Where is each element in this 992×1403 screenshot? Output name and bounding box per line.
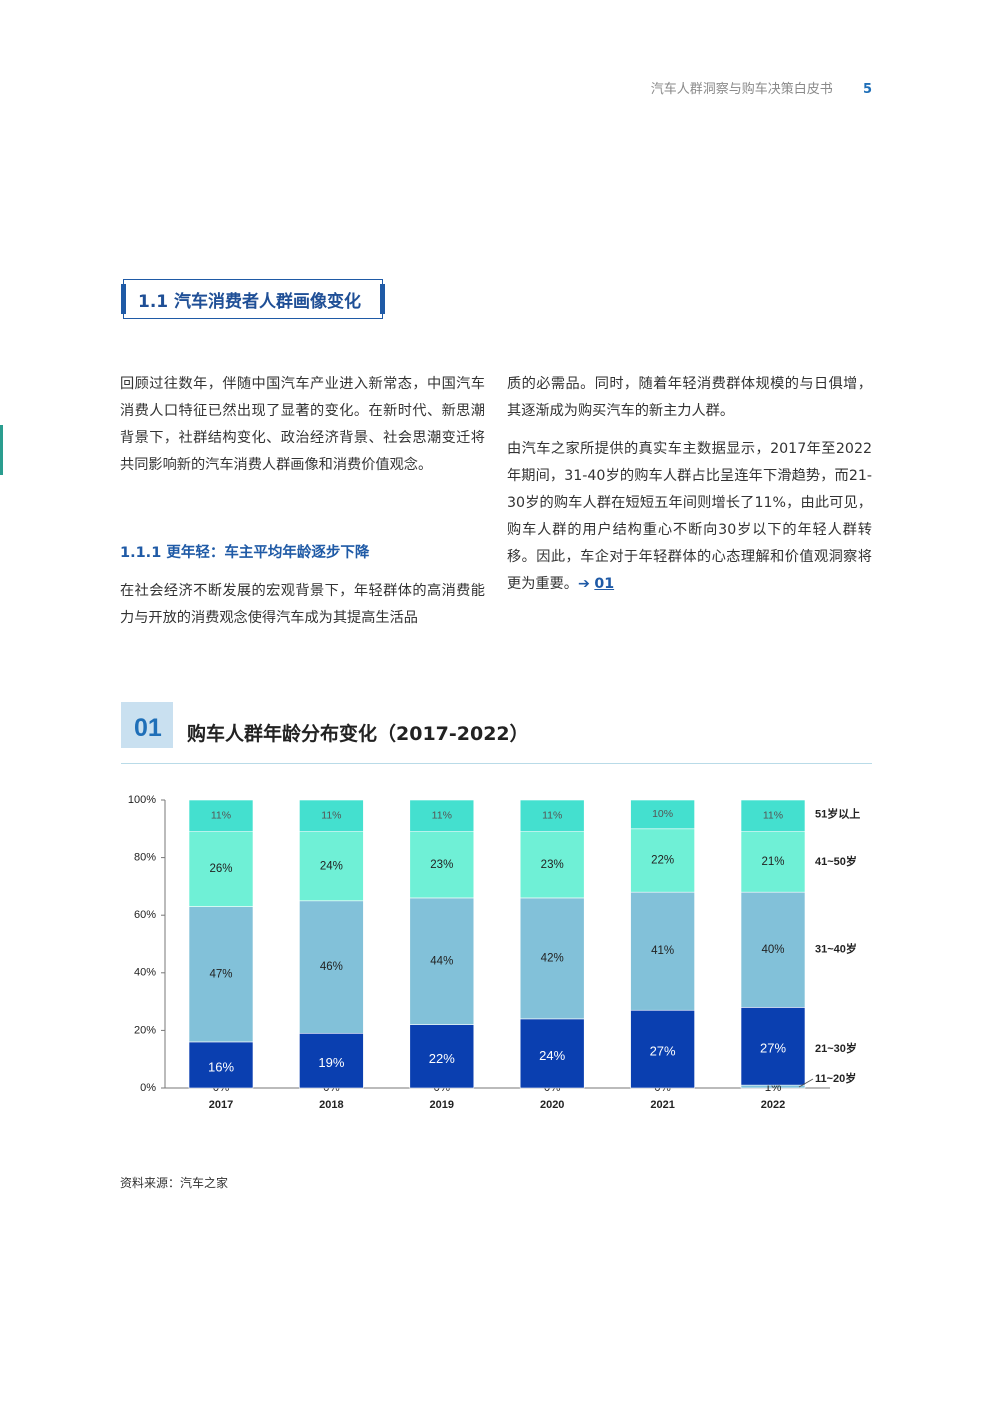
- bar-segment: [299, 1032, 364, 1089]
- x-tick-label: 2022: [761, 1099, 785, 1111]
- bar-segment: [409, 831, 475, 899]
- right-column: 质的必需品。同时，随着年轻消费群体规模的与日俱增，其逐渐成为购买汽车的新主力人群…: [507, 371, 872, 598]
- continuation-paragraph: 质的必需品。同时，随着年轻消费群体规模的与日俱增，其逐渐成为购买汽车的新主力人群…: [507, 376, 872, 419]
- page-number: 5: [862, 82, 872, 97]
- data-label: 27%: [760, 1041, 786, 1056]
- data-paragraph-text: 由汽车之家所提供的真实车主数据显示，2017年至2022年期间，31-40岁的购…: [507, 441, 872, 592]
- figure-number: 01: [134, 714, 162, 742]
- data-label: 47%: [209, 968, 232, 980]
- figure-divider: [121, 763, 872, 764]
- section-title-box: 1.1 汽车消费者人群画像变化: [121, 279, 385, 319]
- data-label: 44%: [430, 955, 453, 967]
- x-tick-label: 2020: [540, 1099, 564, 1111]
- data-label: 23%: [430, 859, 453, 871]
- bar-segment: [740, 831, 806, 893]
- data-label: 23%: [541, 859, 564, 871]
- legend-label: 41~50岁: [815, 854, 857, 868]
- bar-segment: [630, 828, 695, 893]
- bar-segment: [519, 831, 585, 899]
- bar-segment: [519, 799, 585, 832]
- bar-segment: [188, 906, 254, 1043]
- bar-segment: [299, 831, 364, 902]
- bar-segment: [299, 900, 364, 1034]
- legend-leader-line: [798, 1078, 814, 1088]
- bar-segment: [630, 799, 695, 830]
- figure-title: 购车人群年龄分布变化（2017-2022）: [187, 723, 529, 745]
- legend-label: 21~30岁: [815, 1041, 857, 1055]
- data-label: 19%: [318, 1055, 344, 1070]
- data-label: 24%: [320, 860, 343, 872]
- bar-segment: [519, 897, 585, 1020]
- y-tick-label: 60%: [134, 909, 156, 921]
- y-tick-label: 100%: [128, 794, 156, 806]
- source-note: 资料来源：汽车之家: [120, 1176, 229, 1190]
- left-column: 回顾过往数年，伴随中国汽车产业进入新常态，中国汽车消费人口特征已然出现了显著的变…: [120, 371, 485, 479]
- data-label: 11%: [432, 810, 452, 822]
- age-distribution-chart: 0%20%40%60%80%100%0%16%47%26%11%20170%19…: [110, 785, 880, 1124]
- y-tick-label: 0%: [140, 1082, 156, 1094]
- data-label: 27%: [650, 1044, 676, 1059]
- data-label: 10%: [652, 808, 673, 820]
- left-column-lower: 在社会经济不断发展的宏观背景下，年轻群体的高消费能力与开放的消费观念使得汽车成为…: [120, 578, 485, 632]
- bar-segment: [740, 799, 806, 832]
- data-label: 22%: [651, 855, 674, 867]
- legend-label: 11~20岁: [815, 1071, 856, 1085]
- section-box-right-accent: [380, 284, 385, 314]
- data-paragraph: 由汽车之家所提供的真实车主数据显示，2017年至2022年期间，31-40岁的购…: [507, 436, 872, 598]
- intro-paragraph: 回顾过往数年，伴随中国汽车产业进入新常态，中国汽车消费人口特征已然出现了显著的变…: [120, 376, 485, 473]
- bar-segment: [188, 831, 254, 907]
- data-label: 16%: [208, 1059, 234, 1074]
- edge-marker: [0, 425, 3, 475]
- y-tick-label: 40%: [134, 967, 156, 979]
- x-tick-label: 2021: [650, 1099, 674, 1111]
- section-box-left-accent: [121, 284, 126, 314]
- legend-label: 51岁以上: [815, 807, 860, 821]
- bar-segment: [188, 1041, 254, 1089]
- page-header: 汽车人群洞察与购车决策白皮书 5: [651, 78, 872, 97]
- data-label: 24%: [539, 1048, 565, 1063]
- data-label: 40%: [761, 944, 784, 956]
- bar-segment: [519, 1018, 585, 1089]
- bar-segment: [740, 891, 806, 1008]
- figure-reference-link[interactable]: 01: [594, 576, 615, 592]
- y-tick-label: 20%: [134, 1024, 156, 1036]
- x-tick-label: 2018: [319, 1099, 343, 1111]
- x-tick-label: 2017: [209, 1099, 233, 1111]
- data-label: 11%: [542, 810, 562, 822]
- stacked-bar-chart: 0%20%40%60%80%100%0%16%47%26%11%20170%19…: [128, 794, 860, 1111]
- bar-segment: [188, 799, 254, 832]
- data-label: 22%: [429, 1051, 455, 1066]
- section-title: 1.1 汽车消费者人群画像变化: [138, 291, 362, 312]
- bar-segment: [299, 799, 364, 832]
- bar-segment: [630, 891, 695, 1011]
- body-paragraph: 在社会经济不断发展的宏观背景下，年轻群体的高消费能力与开放的消费观念使得汽车成为…: [120, 583, 485, 626]
- data-label: 41%: [651, 945, 674, 957]
- data-label: 11%: [211, 810, 231, 822]
- arrow-right-icon: ➔: [577, 576, 590, 592]
- figure-number-tab: [121, 702, 173, 748]
- data-label: 11%: [321, 810, 341, 822]
- y-tick-label: 80%: [134, 852, 156, 864]
- bar-segment: [630, 1009, 695, 1089]
- data-label: 46%: [320, 961, 343, 973]
- data-label: 11%: [763, 810, 783, 822]
- bar-segment: [409, 799, 475, 832]
- subsection-heading: 1.1.1 更年轻：车主平均年龄逐步下降: [120, 545, 370, 561]
- data-label: 21%: [761, 856, 784, 868]
- x-tick-label: 2019: [430, 1099, 454, 1111]
- bar-segment: [740, 1007, 806, 1086]
- bar-segment: [409, 1024, 475, 1089]
- legend-label: 31~40岁: [815, 942, 857, 956]
- bar-segment: [409, 897, 475, 1025]
- document-title: 汽车人群洞察与购车决策白皮书: [650, 82, 833, 97]
- data-label: 26%: [209, 863, 232, 875]
- data-label: 42%: [541, 952, 564, 964]
